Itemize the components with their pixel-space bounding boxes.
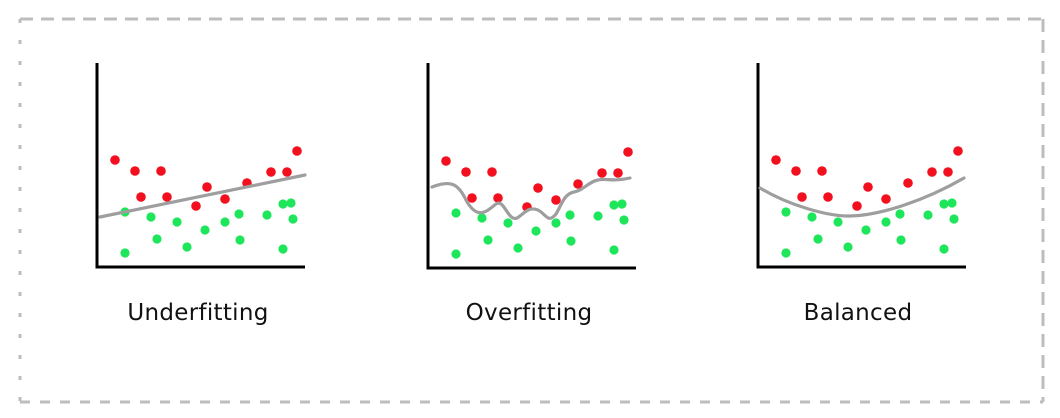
red-point [551,195,561,205]
red-point [823,192,833,202]
green-point [220,217,230,227]
red-point [817,166,827,176]
green-point [619,215,629,225]
red-point [953,146,963,156]
red-point [136,192,146,202]
red-point [493,193,503,203]
red-point [110,155,120,165]
green-point [234,209,244,219]
green-point [593,211,603,221]
overfitting-caption: Overfitting [465,300,593,326]
green-point [861,225,871,235]
red-point [282,167,292,177]
red-point [852,201,862,211]
green-point [617,199,627,209]
red-point [441,156,451,166]
balanced-caption: Balanced [803,300,913,326]
green-point [120,248,130,258]
red-point [533,183,543,193]
green-point [200,225,210,235]
red-point [771,155,781,165]
green-point [949,214,959,224]
red-point [573,179,583,189]
red-point [156,166,166,176]
green-point [288,214,298,224]
green-point [235,235,245,245]
red-point [927,167,937,177]
red-point [613,168,623,178]
red-point [881,194,891,204]
fit-curve [98,173,307,219]
red-point [292,146,302,156]
green-point [503,218,513,228]
red-point [461,167,471,177]
red-point [797,192,807,202]
red-point [943,167,953,177]
green-point [781,207,791,217]
green-point [895,209,905,219]
green-point [286,198,296,208]
red-point [903,178,913,188]
green-point [483,235,493,245]
green-point [172,217,182,227]
red-point [467,193,477,203]
red-point [162,192,172,202]
green-point [939,244,949,254]
red-point [623,147,633,157]
green-point [843,242,853,252]
fit-curve [430,176,632,220]
green-point [896,235,906,245]
green-point [781,248,791,258]
green-point [551,218,561,228]
green-point [278,244,288,254]
green-point [262,210,272,220]
red-point [791,166,801,176]
green-point [566,236,576,246]
green-point [451,208,461,218]
green-point [531,226,541,236]
underfitting-caption: Underfitting [127,300,269,326]
red-point [487,167,497,177]
red-point [220,194,230,204]
red-point [597,168,607,178]
green-point [565,210,575,220]
green-point [477,213,487,223]
green-point [833,217,843,227]
green-point [513,243,523,253]
green-point [609,245,619,255]
green-point [278,199,288,209]
red-point [266,167,276,177]
green-point [881,217,891,227]
fit-curve [758,176,966,218]
green-point [813,234,823,244]
red-point [191,201,201,211]
green-point [939,199,949,209]
green-point [947,198,957,208]
green-point [146,212,156,222]
green-point [451,249,461,259]
green-point [923,210,933,220]
red-point [863,182,873,192]
green-point [609,200,619,210]
green-point [182,242,192,252]
green-point [807,212,817,222]
green-point [152,234,162,244]
red-point [130,166,140,176]
red-point [202,182,212,192]
